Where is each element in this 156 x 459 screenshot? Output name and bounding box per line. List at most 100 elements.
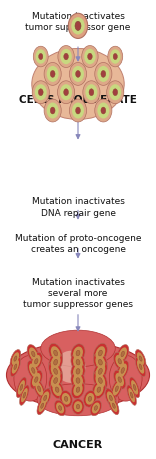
- Ellipse shape: [58, 81, 75, 104]
- Ellipse shape: [14, 356, 17, 361]
- Ellipse shape: [73, 374, 83, 387]
- Ellipse shape: [39, 389, 51, 407]
- Ellipse shape: [37, 397, 47, 415]
- Ellipse shape: [49, 361, 63, 381]
- Ellipse shape: [76, 369, 80, 374]
- Ellipse shape: [47, 102, 59, 118]
- Ellipse shape: [16, 377, 26, 397]
- Ellipse shape: [54, 400, 66, 416]
- Ellipse shape: [76, 107, 80, 114]
- Ellipse shape: [71, 371, 85, 390]
- Ellipse shape: [76, 71, 80, 78]
- Ellipse shape: [135, 349, 146, 368]
- Ellipse shape: [49, 353, 63, 372]
- Ellipse shape: [114, 370, 126, 389]
- Ellipse shape: [98, 369, 102, 375]
- Ellipse shape: [130, 392, 133, 398]
- Ellipse shape: [32, 81, 49, 104]
- Ellipse shape: [137, 352, 144, 365]
- Ellipse shape: [38, 89, 43, 95]
- Ellipse shape: [115, 355, 124, 368]
- Ellipse shape: [44, 395, 47, 401]
- Ellipse shape: [60, 84, 72, 100]
- Ellipse shape: [60, 391, 72, 407]
- Ellipse shape: [39, 399, 46, 412]
- Ellipse shape: [52, 383, 62, 396]
- Ellipse shape: [72, 66, 84, 82]
- Ellipse shape: [32, 351, 35, 357]
- Ellipse shape: [76, 350, 80, 356]
- Ellipse shape: [107, 392, 115, 404]
- Ellipse shape: [10, 357, 21, 377]
- Ellipse shape: [113, 89, 118, 95]
- Ellipse shape: [29, 364, 38, 377]
- Ellipse shape: [95, 99, 112, 122]
- Ellipse shape: [130, 377, 140, 397]
- Ellipse shape: [97, 387, 101, 392]
- Ellipse shape: [18, 380, 25, 395]
- Ellipse shape: [111, 379, 122, 398]
- Ellipse shape: [49, 343, 63, 363]
- Ellipse shape: [109, 397, 119, 415]
- Ellipse shape: [32, 49, 124, 119]
- Ellipse shape: [35, 84, 47, 100]
- Ellipse shape: [93, 353, 107, 372]
- Ellipse shape: [35, 382, 43, 396]
- Ellipse shape: [71, 353, 85, 371]
- Ellipse shape: [68, 13, 88, 39]
- Ellipse shape: [76, 404, 80, 409]
- Ellipse shape: [113, 53, 117, 60]
- Ellipse shape: [34, 358, 38, 364]
- Ellipse shape: [75, 21, 81, 30]
- Ellipse shape: [69, 99, 87, 122]
- Ellipse shape: [95, 346, 105, 360]
- Ellipse shape: [98, 350, 102, 356]
- Ellipse shape: [93, 361, 107, 381]
- Ellipse shape: [112, 403, 115, 409]
- Ellipse shape: [121, 368, 124, 373]
- Ellipse shape: [73, 356, 83, 369]
- Ellipse shape: [115, 373, 124, 386]
- Ellipse shape: [34, 379, 45, 398]
- Ellipse shape: [95, 62, 112, 85]
- Ellipse shape: [90, 400, 102, 416]
- Ellipse shape: [12, 352, 19, 365]
- Ellipse shape: [51, 364, 61, 378]
- Ellipse shape: [88, 396, 92, 401]
- Ellipse shape: [54, 359, 58, 365]
- Ellipse shape: [20, 384, 23, 390]
- Ellipse shape: [69, 62, 87, 85]
- Ellipse shape: [128, 388, 135, 402]
- Ellipse shape: [64, 53, 68, 60]
- Ellipse shape: [36, 49, 46, 64]
- Ellipse shape: [85, 393, 94, 405]
- Ellipse shape: [137, 360, 144, 374]
- Ellipse shape: [50, 107, 55, 114]
- Ellipse shape: [95, 364, 105, 378]
- Text: Mutation of proto-oncogene
creates an oncogene: Mutation of proto-oncogene creates an on…: [15, 234, 141, 254]
- Ellipse shape: [62, 393, 71, 405]
- Ellipse shape: [121, 351, 124, 357]
- Ellipse shape: [64, 396, 68, 401]
- Ellipse shape: [94, 406, 98, 410]
- Ellipse shape: [7, 342, 149, 408]
- Ellipse shape: [27, 361, 39, 381]
- Ellipse shape: [29, 347, 38, 361]
- Ellipse shape: [32, 355, 41, 368]
- Ellipse shape: [51, 381, 64, 399]
- Ellipse shape: [76, 387, 80, 392]
- Ellipse shape: [109, 395, 112, 401]
- Ellipse shape: [84, 49, 96, 64]
- Ellipse shape: [73, 347, 83, 359]
- Ellipse shape: [64, 89, 68, 95]
- Ellipse shape: [109, 355, 142, 401]
- Ellipse shape: [54, 378, 58, 383]
- Ellipse shape: [131, 380, 138, 395]
- Ellipse shape: [94, 383, 104, 396]
- Ellipse shape: [71, 344, 85, 362]
- Ellipse shape: [89, 89, 94, 95]
- Ellipse shape: [139, 364, 142, 369]
- Ellipse shape: [39, 53, 43, 60]
- Ellipse shape: [76, 378, 80, 383]
- Ellipse shape: [27, 345, 39, 364]
